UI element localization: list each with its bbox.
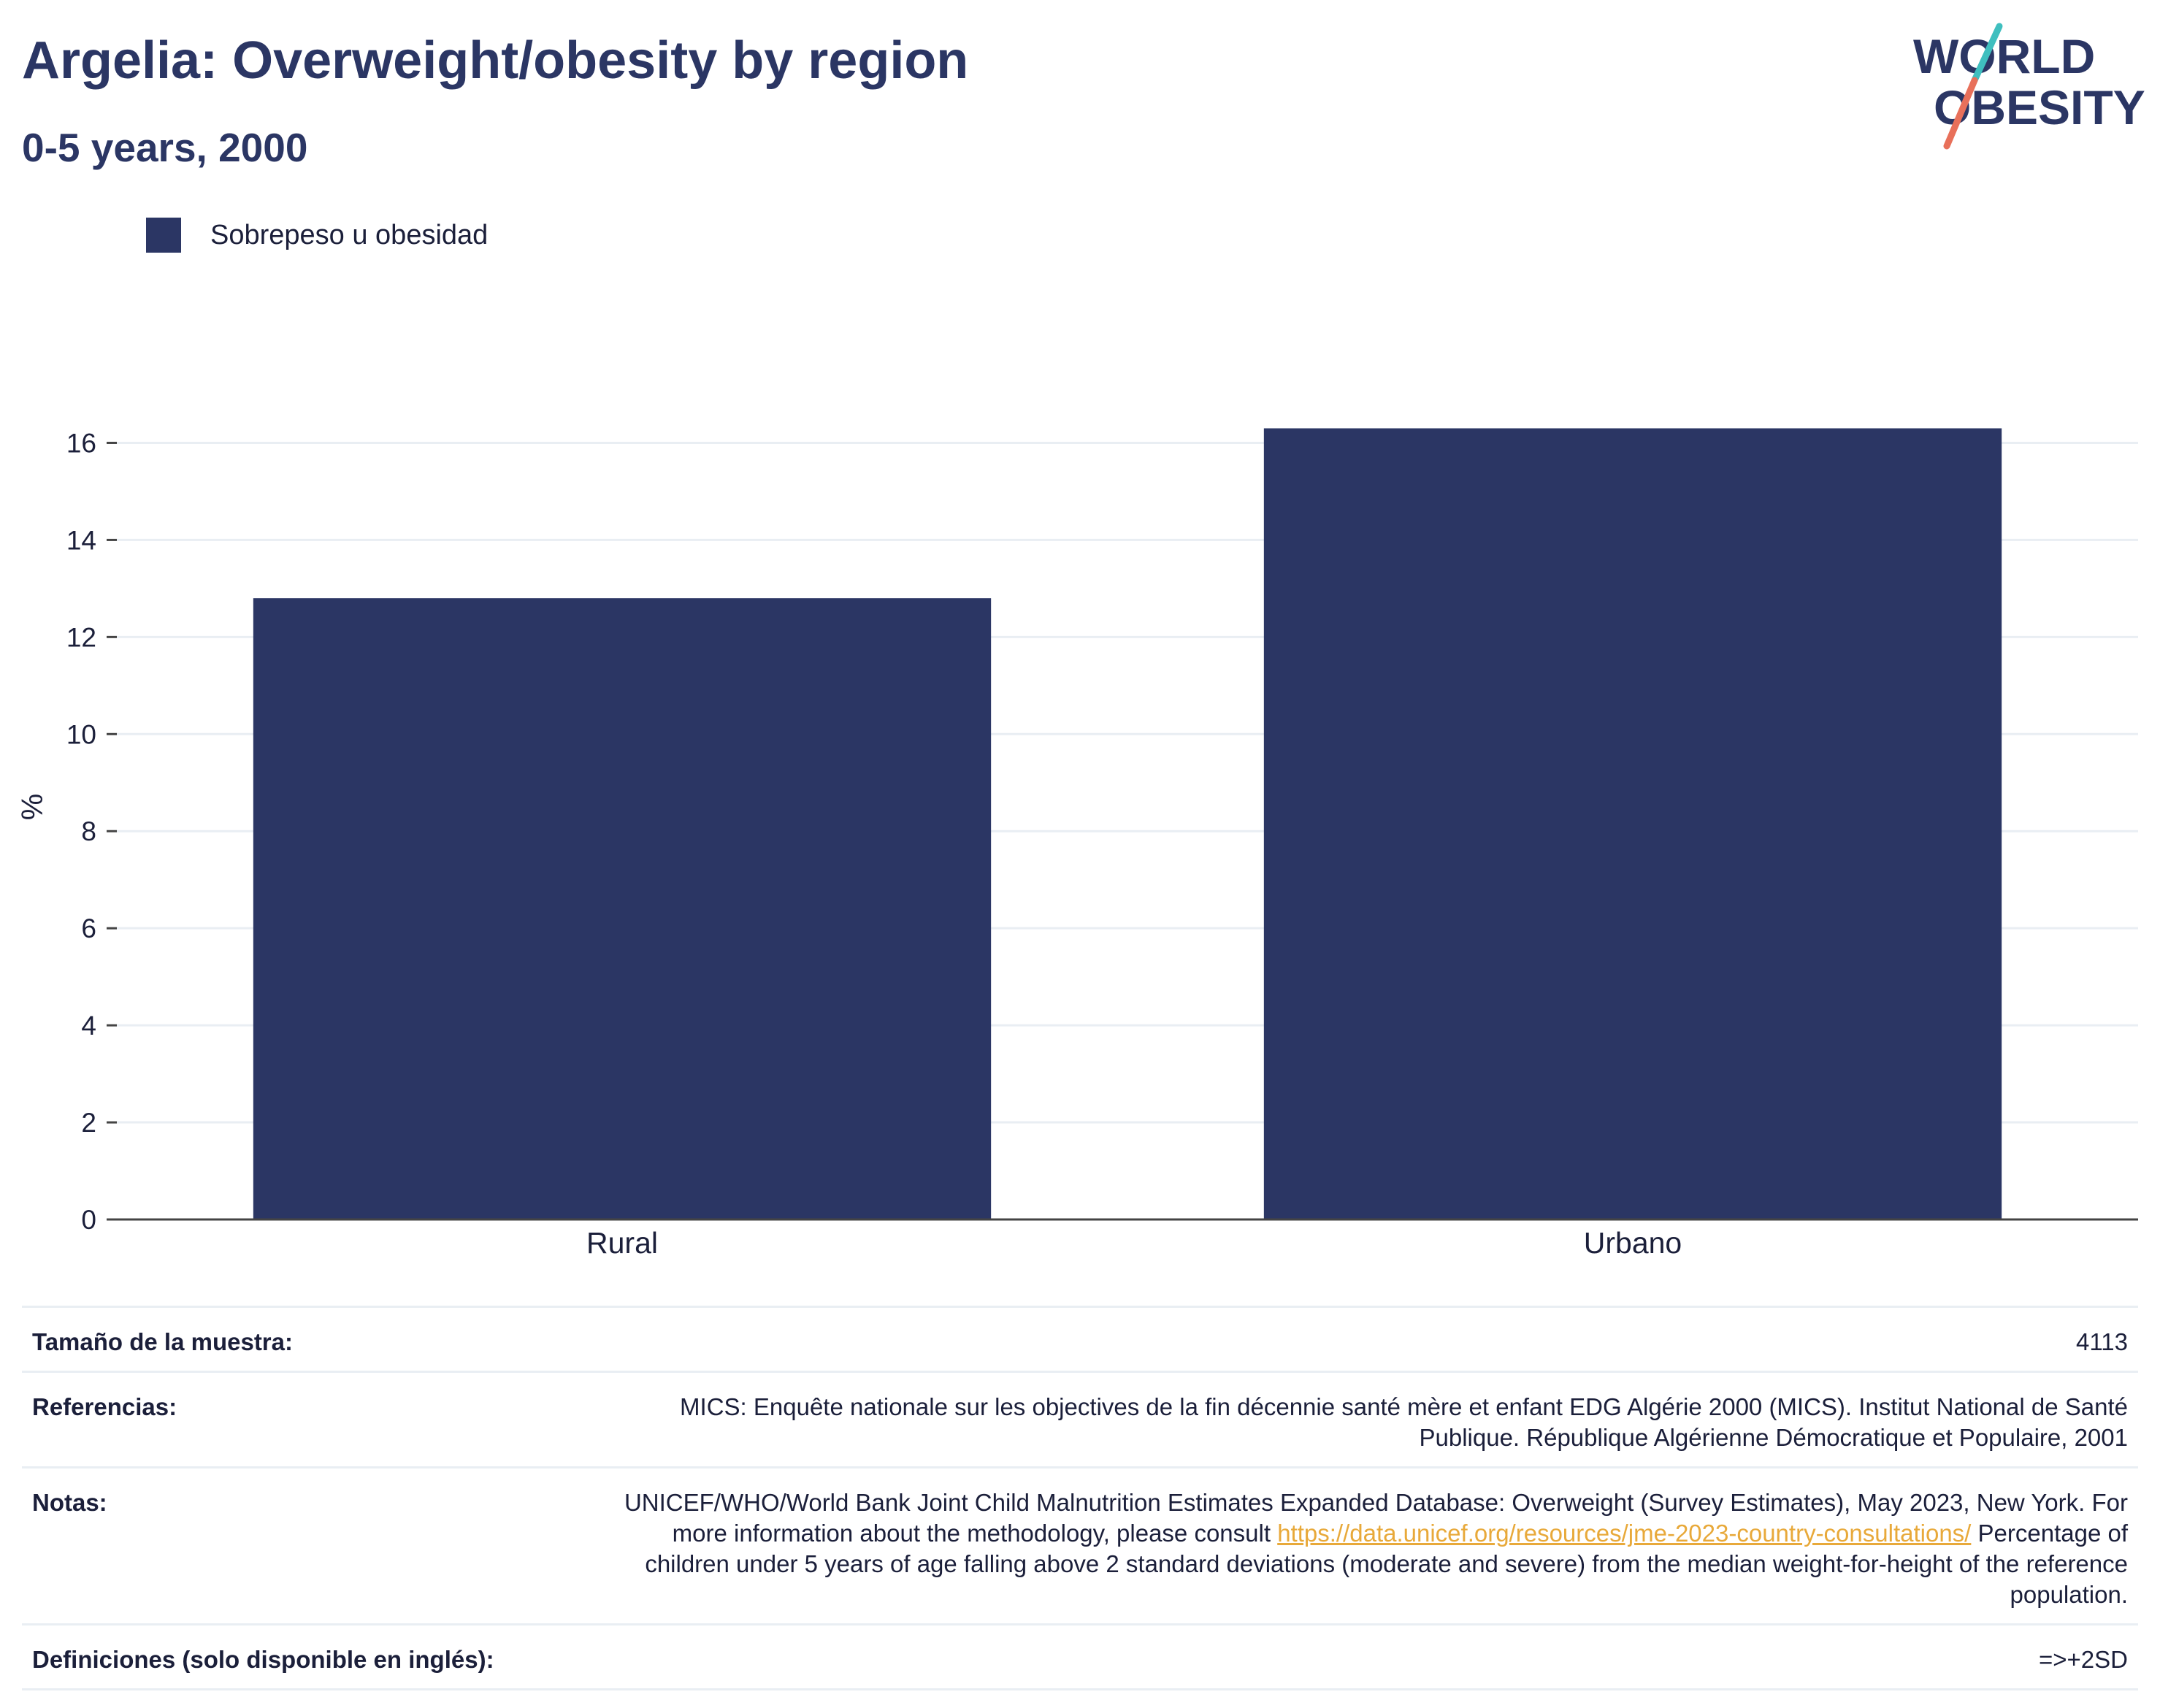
legend-swatch [146, 218, 181, 253]
logo-slash-bottom [1943, 77, 1978, 150]
axes: 0 2 4 6 8 10 12 14 16 Rural Urbano [66, 428, 2138, 1260]
y-tick-label: 4 [81, 1011, 96, 1041]
y-tick-label: 12 [66, 622, 96, 652]
info-key: Referencias: [22, 1371, 597, 1468]
bar-urbano [1263, 428, 2002, 1219]
bar-chart: 0 2 4 6 8 10 12 14 16 Rural Urbano % [15, 428, 2138, 1260]
y-tick-label: 8 [81, 816, 96, 846]
world-obesity-logo: WORLD OBESITY [1913, 23, 2145, 150]
chart-title: Argelia: Overweight/obesity by region [22, 31, 969, 90]
notes-text: UNICEF/WHO/World Bank Joint Child Malnut… [624, 1489, 2128, 1547]
y-tick-label: 6 [81, 914, 96, 943]
info-row-sample-size: Tamaño de la muestra: 4113 [22, 1306, 2138, 1372]
info-value: UNICEF/WHO/World Bank Joint Child Malnut… [597, 1466, 2138, 1625]
bars [253, 428, 2002, 1219]
info-value: 4113 [597, 1306, 2138, 1372]
y-tick-label: 10 [66, 719, 96, 749]
x-category-label: Urbano [1584, 1226, 1682, 1260]
logo-line-1: WORLD [1913, 29, 2095, 83]
y-tick-label: 14 [66, 525, 96, 555]
info-row-notes: Notas: UNICEF/WHO/World Bank Joint Child… [22, 1466, 2138, 1625]
y-tick-label: 16 [66, 428, 96, 458]
methodology-link[interactable]: https://data.unicef.org/resources/jme-20… [1277, 1520, 1972, 1547]
info-key: Notas: [22, 1466, 597, 1625]
info-table: Tamaño de la muestra: 4113 Referencias: … [22, 1306, 2138, 1690]
bar-rural [253, 598, 992, 1219]
x-category-label: Rural [586, 1226, 658, 1260]
logo-slash-top [1971, 23, 2003, 84]
info-key: Tamaño de la muestra: [22, 1306, 597, 1372]
info-key: Definiciones (solo disponible en inglés)… [22, 1623, 597, 1690]
legend-label: Sobrepeso u obesidad [210, 219, 489, 250]
y-tick-label: 0 [81, 1205, 96, 1235]
chart-subtitle: 0-5 years, 2000 [22, 125, 308, 170]
y-axis-title: % [15, 794, 49, 820]
info-row-references: Referencias: MICS: Enquête nationale sur… [22, 1371, 2138, 1468]
info-value: MICS: Enquête nationale sur les objectiv… [597, 1371, 2138, 1468]
y-tick-label: 2 [81, 1108, 96, 1138]
info-row-definitions: Definiciones (solo disponible en inglés)… [22, 1623, 2138, 1690]
info-value: =>+2SD [597, 1623, 2138, 1690]
legend: Sobrepeso u obesidad [146, 218, 488, 253]
notes-text-continued: Percentage of children under 5 years of … [645, 1520, 2128, 1608]
